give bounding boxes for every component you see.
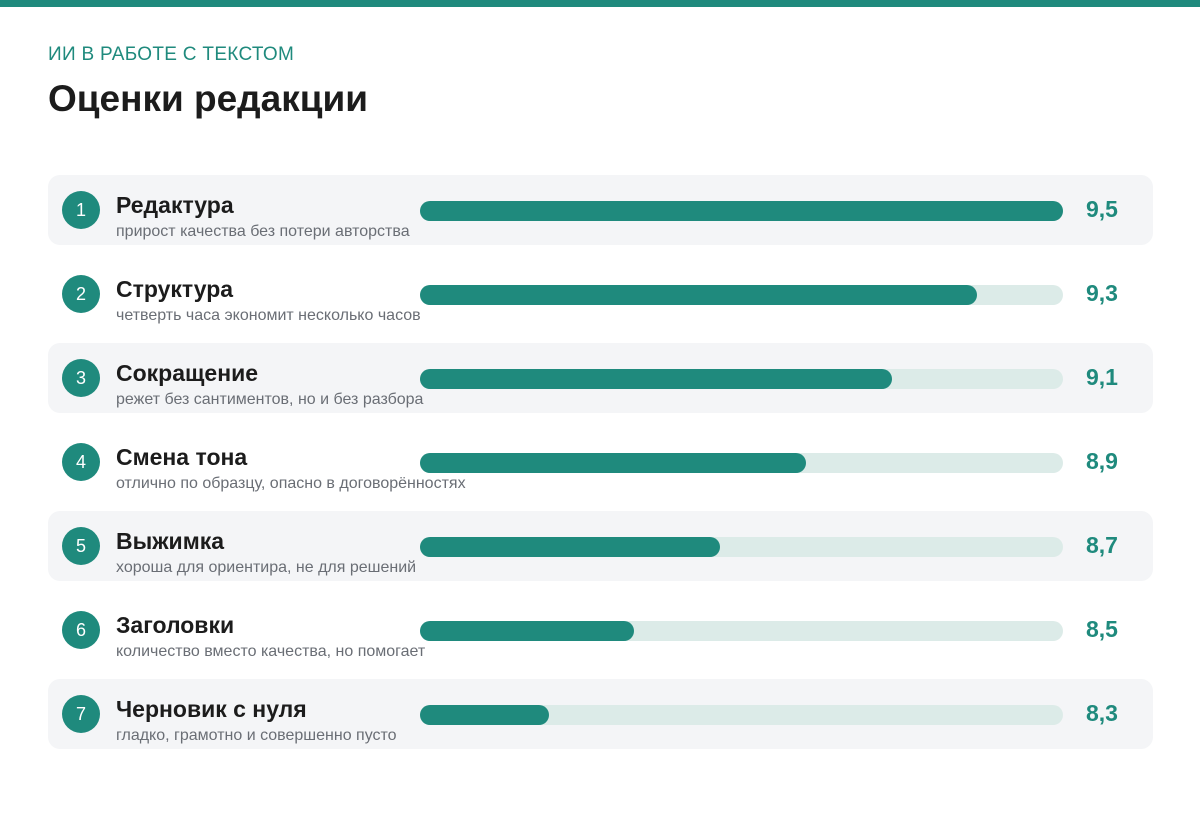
bar-fill (420, 705, 549, 725)
top-accent-strip (0, 0, 1200, 7)
bar-fill (420, 453, 806, 473)
category-note: отлично по образцу, опасно в договорённо… (116, 475, 466, 492)
value-label: 9,3 (1086, 280, 1118, 306)
category-note: количество вместо качества, но помогает (116, 643, 426, 660)
bar-fill (420, 537, 720, 557)
bar-track (420, 621, 1063, 641)
category-label: Заголовки (116, 612, 235, 638)
bar-track (420, 369, 1063, 389)
category-note: хороша для ориентира, не для решений (116, 559, 417, 576)
bar-track (420, 285, 1063, 305)
value-label: 9,1 (1086, 364, 1118, 390)
category-note: гладко, грамотно и совершенно пусто (116, 727, 397, 744)
bar-track (420, 201, 1063, 221)
bar-fill (420, 621, 634, 641)
category-label: Выжимка (116, 528, 225, 554)
category-note: четверть часа экономит несколько часов (116, 307, 421, 324)
value-label: 8,7 (1086, 532, 1118, 558)
rank-badge: 3 (62, 359, 100, 397)
rating-row: 3 Сокращение режет без сантиментов, но и б… (48, 343, 1153, 413)
bar-fill (420, 285, 977, 305)
category-label: Структура (116, 276, 234, 302)
value-label: 8,3 (1086, 700, 1118, 726)
section-eyebrow: ИИ В РАБОТЕ С ТЕКСТОМ (48, 44, 295, 65)
rank-badge: 4 (62, 443, 100, 481)
category-label: Черновик с нуля (116, 696, 307, 722)
rank-badge: 5 (62, 527, 100, 565)
bar-track (420, 537, 1063, 557)
rank-badge: 7 (62, 695, 100, 733)
category-label: Сокращение (116, 360, 259, 386)
category-note: режет без сантиментов, но и без разбора (116, 391, 424, 408)
value-label: 8,5 (1086, 616, 1118, 642)
rank-badge: 2 (62, 275, 100, 313)
category-label: Редактура (116, 192, 234, 218)
category-note: прирост качества без потери авторства (116, 223, 410, 240)
category-label: Смена тона (116, 444, 248, 470)
bar-fill (420, 369, 892, 389)
rating-row: 5 Выжимка хороша для ориентира, не для реш… (48, 511, 1153, 581)
value-label: 8,9 (1086, 448, 1118, 474)
rank-badge: 6 (62, 611, 100, 649)
value-label: 9,5 (1086, 196, 1118, 222)
bar-fill (420, 201, 1063, 221)
rating-row: 7 Черновик с нуля гладко, грамотно и совер… (48, 679, 1153, 749)
rating-row: 4 Смена тона отлично по образцу, опасно в … (48, 427, 1153, 497)
rating-row: 2 Структура четверть часа экономит несколь… (48, 259, 1153, 329)
ratings-chart: 1 Редактура прирост качества без потери ав… (48, 175, 1153, 763)
bar-track (420, 453, 1063, 473)
rating-row: 6 Заголовки количество вместо качества, но… (48, 595, 1153, 665)
rank-badge: 1 (62, 191, 100, 229)
page-title: Оценки редакции (48, 78, 368, 119)
rating-row: 1 Редактура прирост качества без потери ав… (48, 175, 1153, 245)
bar-track (420, 705, 1063, 725)
